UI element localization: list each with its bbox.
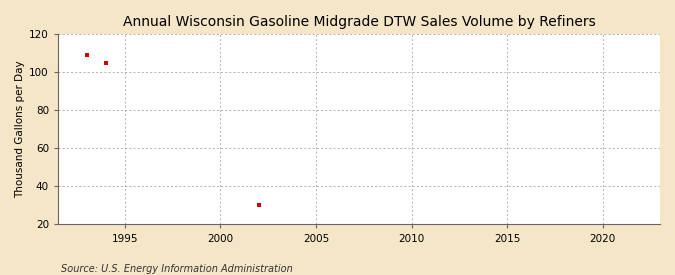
Y-axis label: Thousand Gallons per Day: Thousand Gallons per Day [15,60,25,198]
Point [253,203,264,208]
Point [101,61,111,65]
Point [81,53,92,57]
Title: Annual Wisconsin Gasoline Midgrade DTW Sales Volume by Refiners: Annual Wisconsin Gasoline Midgrade DTW S… [123,15,595,29]
Text: Source: U.S. Energy Information Administration: Source: U.S. Energy Information Administ… [61,264,292,274]
